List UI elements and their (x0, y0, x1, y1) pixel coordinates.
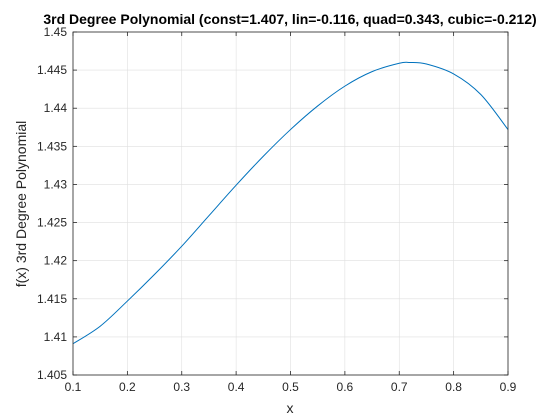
y-tick-label: 1.41 (44, 330, 68, 344)
x-tick-label: 0.2 (119, 380, 136, 394)
y-tick-label: 1.415 (37, 292, 67, 306)
x-tick-label: 0.7 (391, 380, 408, 394)
y-tick-label: 1.45 (44, 25, 68, 39)
series-line (72, 61, 509, 345)
chart-title: 3rd Degree Polynomial (const=1.407, lin=… (43, 11, 536, 27)
x-tick-label: 0.9 (500, 380, 517, 394)
x-tick-label: 0.6 (337, 380, 354, 394)
y-tick-label: 1.405 (37, 368, 67, 382)
x-tick-label: 0.4 (228, 380, 245, 394)
x-axis-label: x (287, 400, 294, 416)
x-tick-label: 0.5 (282, 380, 299, 394)
y-tick-label: 1.44 (44, 101, 68, 115)
y-tick-label: 1.42 (44, 254, 68, 268)
x-tick-label: 0.8 (445, 380, 462, 394)
y-tick-label: 1.445 (37, 63, 67, 77)
series-layer (72, 61, 509, 345)
x-tick-label: 0.1 (65, 380, 82, 394)
y-tick-label: 1.435 (37, 139, 67, 153)
y-axis-label: f(x) 3rd Degree Polynomial (13, 121, 29, 288)
x-tick-label: 0.3 (173, 380, 190, 394)
ticks: 0.1 0.2 0.3 0.4 0.5 0.6 0.7 0.8 0.9 1.405 1.41 1.41… (37, 25, 517, 394)
y-tick-label: 1.425 (37, 216, 67, 230)
y-tick-label: 1.43 (44, 177, 68, 191)
